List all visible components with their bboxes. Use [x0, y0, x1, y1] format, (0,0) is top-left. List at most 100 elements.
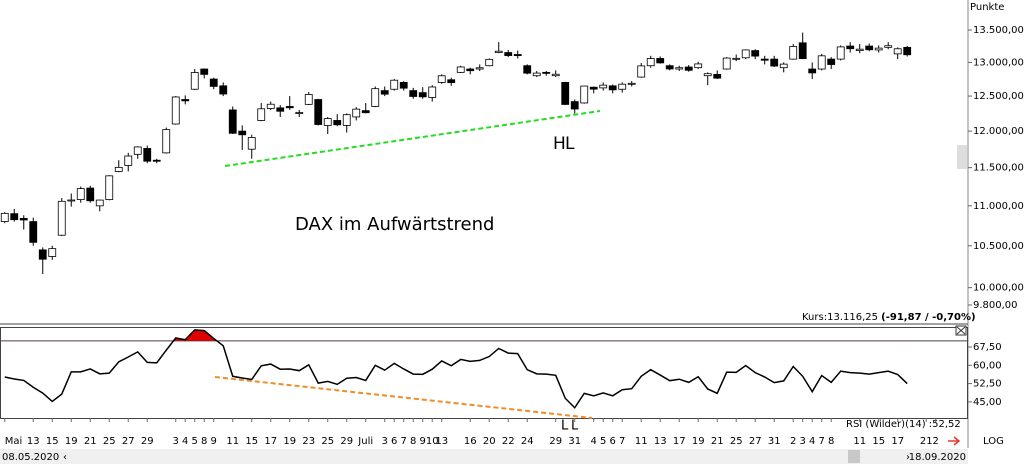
candle-body — [257, 108, 266, 121]
x-tick-label: 27 — [122, 436, 135, 447]
candle-body — [684, 66, 693, 71]
x-tick-label: 19 — [692, 436, 705, 447]
x-tick-label: 25 — [103, 436, 116, 447]
candle-body — [304, 94, 313, 105]
candle-body — [770, 58, 779, 67]
x-tick-label: 15 — [872, 436, 885, 447]
candle-body — [247, 137, 256, 150]
candle-body — [38, 249, 47, 260]
x-tick-label: 31 — [568, 436, 581, 447]
scroll-arrow[interactable] — [948, 436, 961, 446]
candle-body — [694, 63, 703, 69]
y-tick-label: 11.000,00 — [973, 201, 1024, 212]
marker-l: L — [565, 134, 575, 154]
rsi-label: RSI (Wilder)(14) :52,52 — [846, 419, 961, 430]
rsi-marker: L — [561, 419, 569, 434]
candle-body — [314, 99, 323, 125]
x-tick-label: 3 — [800, 436, 806, 447]
candle-body — [627, 82, 636, 85]
candle-body — [162, 129, 171, 154]
candle-body — [390, 79, 399, 90]
quote-change: (-91,87 / -0,70%) — [881, 312, 975, 323]
x-tick-label: 6 — [610, 436, 616, 447]
candle-body — [846, 45, 855, 50]
candle-body — [722, 57, 731, 70]
x-tick-label: 19 — [65, 436, 78, 447]
scroll-left[interactable]: ‹ — [63, 452, 67, 463]
candle-body — [57, 200, 66, 236]
candle-body — [874, 47, 883, 51]
y-tick-label: 45,00 — [973, 397, 1002, 408]
candle-body — [19, 218, 28, 221]
annotation: DAX im Aufwärtstrend — [295, 214, 494, 235]
y-tick-label: 11.500,00 — [973, 163, 1024, 174]
candle-body — [171, 96, 180, 125]
y-tick-label: 12.000,00 — [973, 126, 1024, 137]
trend-line — [224, 110, 601, 167]
candle-body — [713, 73, 722, 79]
candle-body — [105, 175, 114, 201]
y-tick-label: 13.500,00 — [973, 25, 1024, 36]
x-tick-label: 2 — [790, 436, 796, 447]
candle-body — [428, 86, 437, 98]
x-tick-label: 11 — [635, 436, 648, 447]
x-tick-label: 4 — [591, 436, 597, 447]
candle-body — [352, 108, 361, 118]
candle-body — [342, 114, 351, 126]
scroll-thumb[interactable] — [848, 450, 860, 463]
candle-body — [200, 68, 209, 75]
x-tick-label: 6 — [391, 436, 397, 447]
candle-body — [580, 85, 589, 104]
x-tick-label: Juli — [357, 436, 373, 447]
candle-body — [228, 109, 237, 134]
candle-body — [466, 68, 475, 72]
x-tick-label: 17 — [891, 436, 904, 447]
candle-body — [447, 79, 456, 84]
x-tick-label: 21 — [711, 436, 724, 447]
x-tick-label: 7 — [401, 436, 407, 447]
candle-body — [0, 212, 9, 222]
candle-body — [703, 73, 712, 77]
candle-body — [532, 72, 541, 77]
rsi-pane — [0, 327, 968, 419]
candle-body — [285, 106, 294, 109]
y-tick-label: 60,00 — [973, 360, 1002, 371]
candle-body — [276, 107, 285, 112]
candle-body — [589, 86, 598, 90]
candle-body — [789, 46, 798, 60]
candle-body — [599, 84, 608, 89]
candle-body — [209, 78, 218, 87]
y-tick-label: 12.500,00 — [973, 91, 1024, 102]
candle-body — [646, 58, 655, 67]
x-tick-label: 21 — [84, 436, 97, 447]
candle-body — [418, 92, 427, 98]
x-tick-label: 13 — [435, 436, 448, 447]
candle-body — [561, 82, 570, 105]
candle-body — [893, 48, 902, 55]
x-tick-label: 24 — [521, 436, 534, 447]
range-start: 08.05.2020 — [2, 452, 59, 463]
candle-body — [827, 58, 836, 65]
candle-body — [855, 48, 864, 51]
rsi-line — [4, 329, 908, 409]
rsi-trend-line — [214, 376, 593, 419]
candle-body — [219, 85, 228, 95]
x-tick-label: 15 — [46, 436, 59, 447]
x-tick-label: 13 — [27, 436, 40, 447]
candle-body — [371, 88, 380, 107]
quote: Kurs:13.116,25 (-91,87 / -0,70%) — [802, 312, 976, 323]
scroll-right[interactable]: › — [906, 452, 910, 463]
candle-body — [181, 99, 190, 102]
x-tick-label: 29 — [549, 436, 562, 447]
x-tick-label: 8 — [410, 436, 416, 447]
candle-body — [48, 248, 57, 257]
x-tick-label: 9 — [211, 436, 217, 447]
scrollbar[interactable] — [0, 449, 968, 464]
axis-label: Punkte — [970, 2, 1004, 13]
y-tick-label: 10.000,00 — [973, 283, 1024, 294]
x-tick-label: 2 — [933, 436, 939, 447]
x-tick-label: 31 — [768, 436, 781, 447]
candle-body — [656, 58, 665, 64]
candle-body — [380, 90, 389, 95]
